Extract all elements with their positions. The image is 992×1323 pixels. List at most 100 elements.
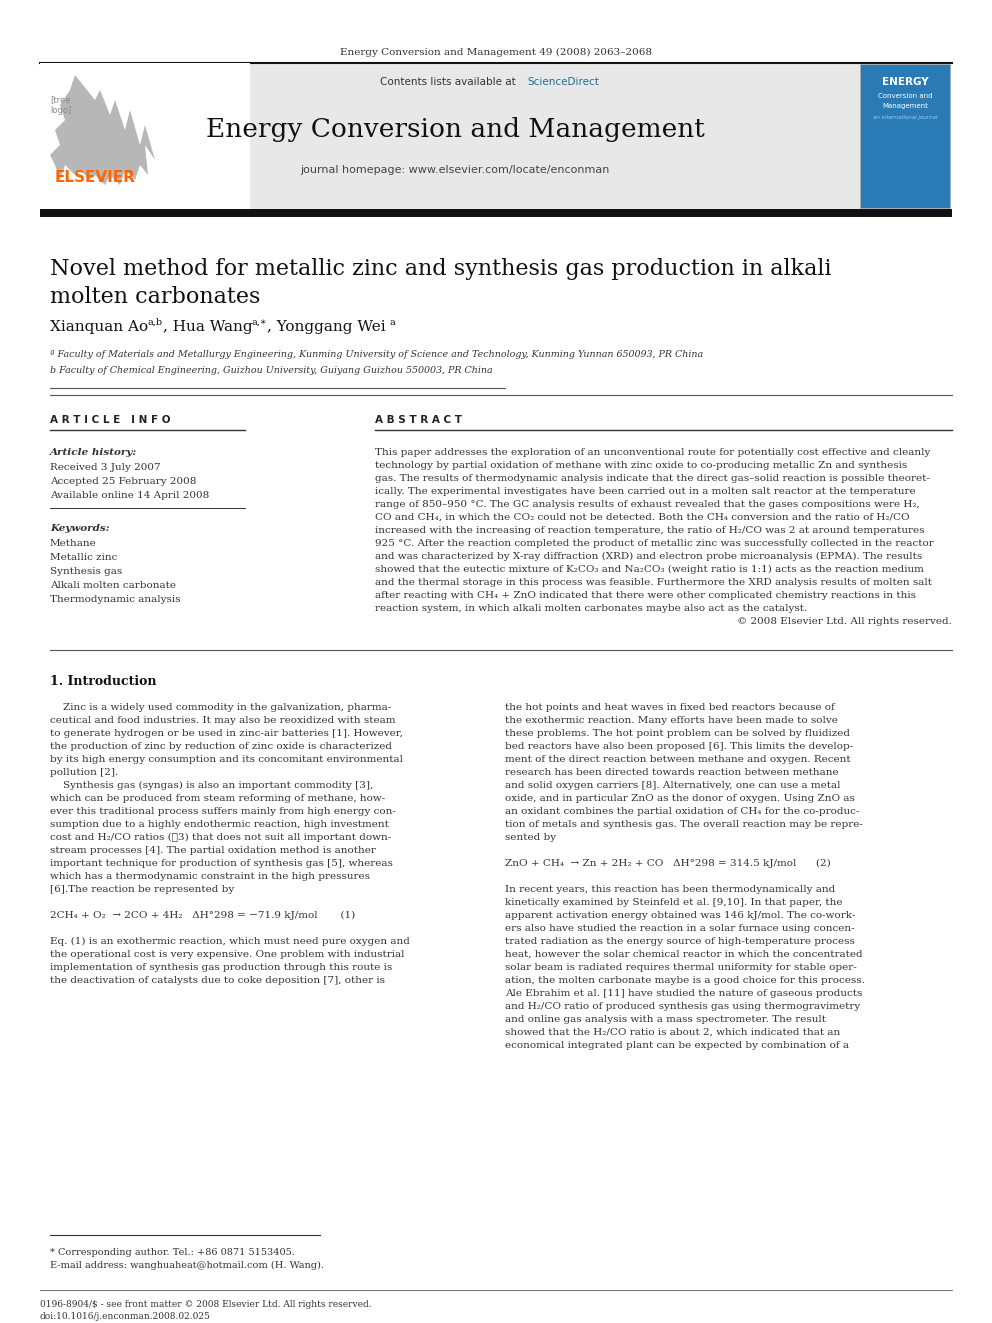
Text: A R T I C L E   I N F O: A R T I C L E I N F O — [50, 415, 171, 425]
Polygon shape — [50, 75, 155, 185]
Text: E-mail address: wanghuaheat@hotmail.com (H. Wang).: E-mail address: wanghuaheat@hotmail.com … — [50, 1261, 324, 1270]
Text: Synthesis gas: Synthesis gas — [50, 568, 122, 576]
Text: apparent activation energy obtained was 146 kJ/mol. The co-work-: apparent activation energy obtained was … — [505, 912, 855, 919]
Text: Ale Ebrahim et al. [11] have studied the nature of gaseous products: Ale Ebrahim et al. [11] have studied the… — [505, 990, 862, 998]
Text: Conversion and: Conversion and — [878, 93, 932, 99]
Text: stream processes [4]. The partial oxidation method is another: stream processes [4]. The partial oxidat… — [50, 845, 376, 855]
Text: b Faculty of Chemical Engineering, Guizhou University, Guiyang Guizhou 550003, P: b Faculty of Chemical Engineering, Guizh… — [50, 366, 493, 374]
Text: Eq. (1) is an exothermic reaction, which must need pure oxygen and: Eq. (1) is an exothermic reaction, which… — [50, 937, 410, 946]
Text: doi:10.1016/j.enconman.2008.02.025: doi:10.1016/j.enconman.2008.02.025 — [40, 1312, 211, 1320]
Text: Management: Management — [882, 103, 928, 108]
Text: reaction system, in which alkali molten carbonates maybe also act as the catalys: reaction system, in which alkali molten … — [375, 605, 807, 613]
Text: research has been directed towards reaction between methane: research has been directed towards react… — [505, 767, 838, 777]
Text: Zinc is a widely used commodity in the galvanization, pharma-: Zinc is a widely used commodity in the g… — [50, 703, 391, 712]
Text: ceutical and food industries. It may also be reoxidized with steam: ceutical and food industries. It may als… — [50, 716, 396, 725]
Text: a: a — [389, 318, 395, 327]
Text: Accepted 25 February 2008: Accepted 25 February 2008 — [50, 478, 196, 486]
Text: 0196-8904/$ - see front matter © 2008 Elsevier Ltd. All rights reserved.: 0196-8904/$ - see front matter © 2008 El… — [40, 1301, 372, 1308]
Text: which can be produced from steam reforming of methane, how-: which can be produced from steam reformi… — [50, 794, 385, 803]
Text: which has a thermodynamic constraint in the high pressures: which has a thermodynamic constraint in … — [50, 872, 370, 881]
Text: Contents lists available at: Contents lists available at — [380, 77, 519, 87]
Text: ever this traditional process suffers mainly from high energy con-: ever this traditional process suffers ma… — [50, 807, 396, 816]
Text: Available online 14 April 2008: Available online 14 April 2008 — [50, 491, 209, 500]
Text: [6].The reaction be represented by: [6].The reaction be represented by — [50, 885, 234, 894]
Text: In recent years, this reaction has been thermodynamically and: In recent years, this reaction has been … — [505, 885, 835, 894]
Text: ation, the molten carbonate maybe is a good choice for this process.: ation, the molten carbonate maybe is a g… — [505, 976, 865, 986]
Text: the operational cost is very expensive. One problem with industrial: the operational cost is very expensive. … — [50, 950, 405, 959]
Text: * Corresponding author. Tel.: +86 0871 5153405.: * Corresponding author. Tel.: +86 0871 5… — [50, 1248, 295, 1257]
Text: by its high energy consumption and its concomitant environmental: by its high energy consumption and its c… — [50, 755, 403, 763]
Text: trated radiation as the energy source of high-temperature process: trated radiation as the energy source of… — [505, 937, 855, 946]
Text: ScienceDirect: ScienceDirect — [527, 77, 599, 87]
Text: increased with the increasing of reaction temperature, the ratio of H₂/CO was 2 : increased with the increasing of reactio… — [375, 527, 925, 534]
Text: the hot points and heat waves in fixed bed reactors because of: the hot points and heat waves in fixed b… — [505, 703, 834, 712]
Bar — [860, 64, 950, 208]
Text: , Yonggang Wei: , Yonggang Wei — [267, 320, 386, 333]
Text: sumption due to a highly endothermic reaction, high investment: sumption due to a highly endothermic rea… — [50, 820, 389, 830]
Text: and was characterized by X-ray diffraction (XRD) and electron probe microanalysi: and was characterized by X-ray diffracti… — [375, 552, 923, 561]
Text: [tree
logo]: [tree logo] — [50, 95, 71, 115]
Text: Energy Conversion and Management: Energy Conversion and Management — [205, 118, 704, 143]
Text: implementation of synthesis gas production through this route is: implementation of synthesis gas producti… — [50, 963, 392, 972]
Text: kinetically examined by Steinfeld et al. [9,10]. In that paper, the: kinetically examined by Steinfeld et al.… — [505, 898, 842, 908]
Text: 2CH₄ + O₂  → 2CO + 4H₂   ΔH°298 = −71.9 kJ/mol       (1): 2CH₄ + O₂ → 2CO + 4H₂ ΔH°298 = −71.9 kJ/… — [50, 912, 355, 919]
Text: an international journal: an international journal — [873, 115, 937, 120]
Text: gas. The results of thermodynamic analysis indicate that the direct gas–solid re: gas. The results of thermodynamic analys… — [375, 474, 930, 483]
Text: and solid oxygen carriers [8]. Alternatively, one can use a metal: and solid oxygen carriers [8]. Alternati… — [505, 781, 840, 790]
Text: ª Faculty of Materials and Metallurgy Engineering, Kunming University of Science: ª Faculty of Materials and Metallurgy En… — [50, 351, 703, 359]
Text: an oxidant combines the partial oxidation of CH₄ for the co-produc-: an oxidant combines the partial oxidatio… — [505, 807, 859, 816]
Text: ically. The experimental investigates have been carried out in a molten salt rea: ically. The experimental investigates ha… — [375, 487, 916, 496]
Text: important technique for production of synthesis gas [5], whereas: important technique for production of sy… — [50, 859, 393, 868]
Text: a,∗: a,∗ — [252, 318, 268, 327]
Text: Received 3 July 2007: Received 3 July 2007 — [50, 463, 161, 472]
Text: , Hua Wang: , Hua Wang — [163, 320, 253, 333]
Text: Synthesis gas (syngas) is also an important commodity [3],: Synthesis gas (syngas) is also an import… — [50, 781, 373, 790]
Text: ZnO + CH₄  → Zn + 2H₂ + CO   ΔH°298 = 314.5 kJ/mol      (2): ZnO + CH₄ → Zn + 2H₂ + CO ΔH°298 = 314.5… — [505, 859, 830, 868]
Text: showed that the H₂/CO ratio is about 2, which indicated that an: showed that the H₂/CO ratio is about 2, … — [505, 1028, 840, 1037]
Text: journal homepage: www.elsevier.com/locate/enconman: journal homepage: www.elsevier.com/locat… — [301, 165, 610, 175]
Text: Alkali molten carbonate: Alkali molten carbonate — [50, 581, 176, 590]
Text: the exothermic reaction. Many efforts have been made to solve: the exothermic reaction. Many efforts ha… — [505, 716, 838, 725]
Text: Article history:: Article history: — [50, 448, 137, 456]
Text: pollution [2].: pollution [2]. — [50, 767, 118, 777]
Text: Energy Conversion and Management 49 (2008) 2063–2068: Energy Conversion and Management 49 (200… — [340, 48, 652, 57]
Text: CO and CH₄, in which the CO₂ could not be detected. Both the CH₄ conversion and : CO and CH₄, in which the CO₂ could not b… — [375, 513, 910, 523]
Text: and online gas analysis with a mass spectrometer. The result: and online gas analysis with a mass spec… — [505, 1015, 826, 1024]
Text: © 2008 Elsevier Ltd. All rights reserved.: © 2008 Elsevier Ltd. All rights reserved… — [737, 617, 952, 626]
Text: to generate hydrogen or be used in zinc-air batteries [1]. However,: to generate hydrogen or be used in zinc-… — [50, 729, 403, 738]
Bar — [40, 209, 952, 217]
Text: ENERGY: ENERGY — [882, 77, 929, 87]
Text: showed that the eutectic mixture of K₂CO₃ and Na₂CO₃ (weight ratio is 1:1) acts : showed that the eutectic mixture of K₂CO… — [375, 565, 924, 574]
Text: economical integrated plant can be expected by combination of a: economical integrated plant can be expec… — [505, 1041, 849, 1050]
Text: the production of zinc by reduction of zinc oxide is characterized: the production of zinc by reduction of z… — [50, 742, 392, 751]
Text: range of 850–950 °C. The GC analysis results of exhaust revealed that the gases : range of 850–950 °C. The GC analysis res… — [375, 500, 920, 509]
Text: heat, however the solar chemical reactor in which the concentrated: heat, however the solar chemical reactor… — [505, 950, 863, 959]
Text: solar beam is radiated requires thermal uniformity for stable oper-: solar beam is radiated requires thermal … — [505, 963, 857, 972]
Text: 925 °C. After the reaction completed the product of metallic zinc was successful: 925 °C. After the reaction completed the… — [375, 538, 933, 548]
Text: bed reactors have also been proposed [6]. This limits the develop-: bed reactors have also been proposed [6]… — [505, 742, 853, 751]
Text: Xianquan Ao: Xianquan Ao — [50, 320, 148, 333]
Text: Methane: Methane — [50, 538, 97, 548]
Text: a,b: a,b — [148, 318, 163, 327]
Text: these problems. The hot point problem can be solved by fluidized: these problems. The hot point problem ca… — [505, 729, 850, 738]
Text: Keywords:: Keywords: — [50, 524, 110, 533]
Text: ment of the direct reaction between methane and oxygen. Recent: ment of the direct reaction between meth… — [505, 755, 850, 763]
Text: oxide, and in particular ZnO as the donor of oxygen. Using ZnO as: oxide, and in particular ZnO as the dono… — [505, 794, 855, 803]
Text: Novel method for metallic zinc and synthesis gas production in alkali
molten car: Novel method for metallic zinc and synth… — [50, 258, 831, 308]
Text: 1. Introduction: 1. Introduction — [50, 675, 157, 688]
Text: This paper addresses the exploration of an unconventional route for potentially : This paper addresses the exploration of … — [375, 448, 930, 456]
Text: ELSEVIER: ELSEVIER — [55, 171, 136, 185]
Text: sented by: sented by — [505, 833, 557, 841]
Text: cost and H₂/CO ratios (≧3) that does not suit all important down-: cost and H₂/CO ratios (≧3) that does not… — [50, 833, 391, 843]
Bar — [40, 64, 250, 210]
Text: A B S T R A C T: A B S T R A C T — [375, 415, 462, 425]
Text: ers also have studied the reaction in a solar furnace using concen-: ers also have studied the reaction in a … — [505, 923, 855, 933]
Text: the deactivation of catalysts due to coke deposition [7], other is: the deactivation of catalysts due to cok… — [50, 976, 385, 986]
Text: and the thermal storage in this process was feasible. Furthermore the XRD analys: and the thermal storage in this process … — [375, 578, 932, 587]
Text: Thermodynamic analysis: Thermodynamic analysis — [50, 595, 181, 605]
Text: and H₂/CO ratio of produced synthesis gas using thermogravimetry: and H₂/CO ratio of produced synthesis ga… — [505, 1002, 860, 1011]
Text: after reacting with CH₄ + ZnO indicated that there were other complicated chemis: after reacting with CH₄ + ZnO indicated … — [375, 591, 916, 601]
Text: Metallic zinc: Metallic zinc — [50, 553, 117, 562]
Bar — [90, 64, 860, 210]
Text: tion of metals and synthesis gas. The overall reaction may be repre-: tion of metals and synthesis gas. The ov… — [505, 820, 863, 830]
